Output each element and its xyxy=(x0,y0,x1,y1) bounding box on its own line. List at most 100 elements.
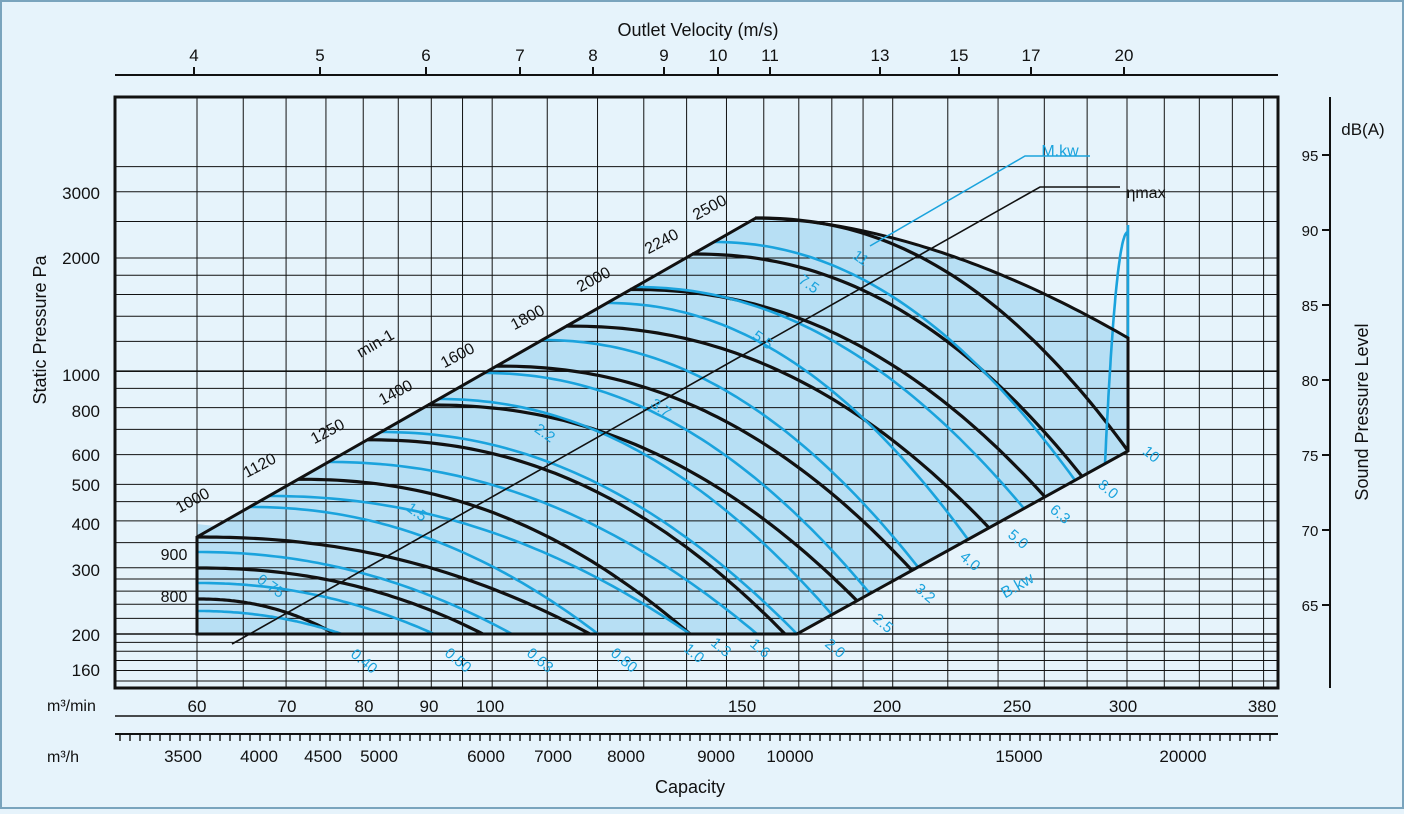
power-curve xyxy=(634,285,1025,510)
db-tick-label: 80 xyxy=(1302,373,1319,390)
velocity-tick-label: 10 xyxy=(709,46,728,65)
h-tick-label: 15000 xyxy=(995,747,1042,766)
capacity-axis-title: Capacity xyxy=(655,777,725,797)
db-unit-label: dB(A) xyxy=(1341,120,1384,139)
min-tick-label: 250 xyxy=(1003,697,1031,716)
power-curve xyxy=(197,581,435,636)
pressure-tick-label: 200 xyxy=(72,626,100,645)
power-line-label: 4.0 xyxy=(956,548,983,574)
speed-curve xyxy=(630,287,1047,498)
motor-kw-label: M.kw xyxy=(1041,143,1079,160)
pressure-tick-label: 2000 xyxy=(62,249,100,268)
curves-layer xyxy=(195,155,1130,645)
power-line-label: 1.0 xyxy=(680,640,707,666)
h-tick-label: 4000 xyxy=(240,747,278,766)
min-tick-label: 200 xyxy=(873,697,901,716)
velocity-tick-label: 13 xyxy=(871,46,890,65)
power-curve xyxy=(197,550,513,636)
min-tick-label: 150 xyxy=(728,697,756,716)
velocity-axis-title: Outlet Velocity (m/s) xyxy=(617,20,778,40)
efficiency-line xyxy=(231,186,1120,645)
power-line-label: 0.40 xyxy=(347,646,380,678)
power-curve xyxy=(483,371,871,595)
pressure-axis-title: Static Pressure Pa xyxy=(30,254,50,404)
power-line-label: 1.3 xyxy=(707,634,734,660)
velocity-tick-label: 17 xyxy=(1022,46,1041,65)
envelope-outline xyxy=(195,216,1130,636)
power-curve xyxy=(606,301,970,541)
power-line-label: 6.3 xyxy=(1046,501,1073,527)
velocity-tick-label: 11 xyxy=(761,46,779,65)
velocity-tick-label: 5 xyxy=(315,46,324,65)
spl-axis-title: Sound Pressure Level xyxy=(1352,323,1372,500)
pressure-tick-label: 500 xyxy=(72,476,100,495)
h-tick-label: 6000 xyxy=(467,747,505,766)
min-tick-label: 90 xyxy=(420,697,439,716)
speed-label: 800 xyxy=(161,589,188,606)
power-line-label: 1.6 xyxy=(746,635,773,661)
min-tick-label: 300 xyxy=(1109,697,1137,716)
power-curve xyxy=(197,609,343,636)
h-tick-label: 3500 xyxy=(164,747,202,766)
motor-leader xyxy=(869,155,1090,247)
power-line-label: 8.0 xyxy=(1094,476,1121,502)
power-line-label: 3.2 xyxy=(911,580,938,606)
min-tick-label: 100 xyxy=(476,697,504,716)
band-envelope xyxy=(197,218,1128,634)
power-line-label: 5.0 xyxy=(1004,526,1031,552)
speed-curve xyxy=(565,324,991,529)
velocity-tick-label: 6 xyxy=(421,46,430,65)
h-tick-label: 5000 xyxy=(360,747,398,766)
velocity-tick-label: 15 xyxy=(950,46,969,65)
power-curve xyxy=(541,338,920,568)
min-tick-label: 80 xyxy=(355,697,374,716)
h-tick-label: 20000 xyxy=(1159,747,1206,766)
grid-layer xyxy=(113,95,1280,690)
velocity-tick-label: 20 xyxy=(1115,46,1134,65)
velocity-tick-label: 9 xyxy=(659,46,668,65)
power-line-label: 0.80 xyxy=(607,645,640,677)
min-tick-label: 380 xyxy=(1248,697,1276,716)
speed-curve xyxy=(496,364,914,572)
min-tick-label: 70 xyxy=(278,697,297,716)
power-curve xyxy=(328,460,758,635)
speed-curve xyxy=(427,403,859,602)
speed-curve xyxy=(197,535,591,636)
power-line-label: 0.50 xyxy=(441,645,474,677)
power-curve xyxy=(1103,230,1129,464)
velocity-tick-label: 8 xyxy=(588,46,597,65)
db-tick-label: 70 xyxy=(1302,523,1319,540)
power-curve xyxy=(249,505,599,636)
db-tick-label: 85 xyxy=(1302,298,1319,315)
speed-label: 900 xyxy=(161,547,188,564)
db-tick-label: 95 xyxy=(1302,148,1319,165)
brake-kw-label: B.kw xyxy=(998,570,1037,602)
pressure-tick-label: 300 xyxy=(72,561,100,580)
power-line-label: 2.0 xyxy=(821,635,848,661)
pressure-tick-label: 800 xyxy=(72,402,100,421)
efficiency-label: ηmax xyxy=(1126,185,1165,202)
power-line-label: 0.63 xyxy=(523,645,556,677)
speed-curve xyxy=(367,438,787,636)
speed-curve xyxy=(692,252,1084,478)
plot-frame xyxy=(113,95,1280,690)
pressure-tick-label: 3000 xyxy=(62,184,100,203)
power-curve xyxy=(713,240,1077,482)
db-tick-label: 90 xyxy=(1302,223,1319,240)
h-tick-label: 9000 xyxy=(697,747,735,766)
min-tick-label: 60 xyxy=(188,697,207,716)
velocity-tick-label: 4 xyxy=(189,46,198,65)
velocity-tick-label: 7 xyxy=(515,46,524,65)
db-tick-label: 75 xyxy=(1302,448,1319,465)
pressure-tick-label: 600 xyxy=(72,446,100,465)
power-line-label: 10 xyxy=(1139,443,1163,467)
pressure-tick-label: 400 xyxy=(72,515,100,534)
power-curve xyxy=(438,397,833,616)
min-unit-label: m³/min xyxy=(47,698,96,715)
speed-curve xyxy=(298,477,692,636)
h-unit-label: m³/h xyxy=(47,749,79,766)
